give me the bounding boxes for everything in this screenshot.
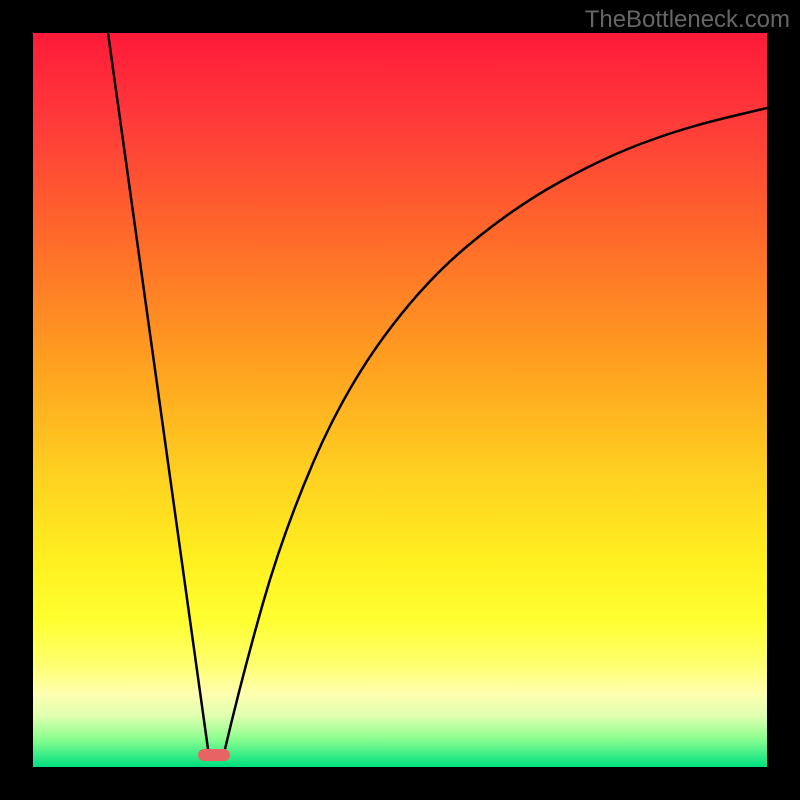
- chart-svg: [33, 33, 767, 767]
- attribution-text: TheBottleneck.com: [585, 6, 790, 34]
- gradient-background: [33, 33, 767, 767]
- notch-marker: [198, 749, 230, 761]
- plot-area: [33, 33, 767, 767]
- chart-container: TheBottleneck.com: [0, 0, 800, 800]
